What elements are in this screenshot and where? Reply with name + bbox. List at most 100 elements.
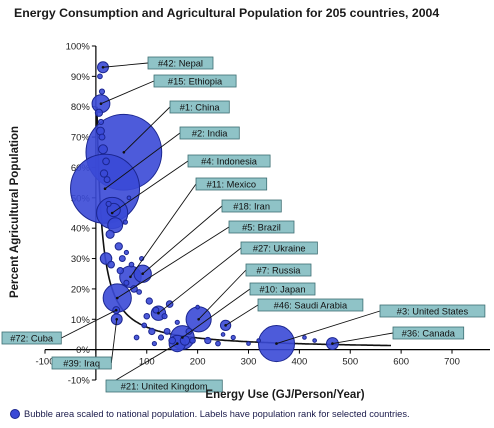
bubble <box>97 118 105 125</box>
leader-line <box>105 343 178 387</box>
bubble <box>107 217 124 234</box>
y-axis-label: Percent Agricultural Population <box>9 126 21 298</box>
bubble <box>94 108 104 117</box>
leader-dot <box>331 342 334 345</box>
country-label: #21: United Kingdom <box>121 381 208 391</box>
leader-dot <box>110 211 114 215</box>
x-tick-label: 200 <box>190 357 206 368</box>
bubble <box>246 341 251 346</box>
y-tick-label: 80% <box>71 102 91 113</box>
bubble <box>145 297 153 305</box>
bubble <box>118 255 126 263</box>
country-label: #72: Cuba <box>10 333 54 343</box>
y-tick-label: 30% <box>71 254 91 265</box>
country-label-box <box>105 379 223 393</box>
leader-line <box>61 309 117 339</box>
leader-line <box>100 80 155 105</box>
leader-dot <box>275 342 278 345</box>
country-label-box <box>169 100 230 114</box>
bubble <box>97 73 103 80</box>
leader-line <box>276 310 381 344</box>
country-label: #2: India <box>192 128 228 138</box>
leader-line <box>130 183 197 278</box>
bubble <box>148 327 156 336</box>
country-label-box <box>195 177 268 191</box>
country-label-box <box>228 220 295 234</box>
bubble <box>102 157 110 166</box>
country-label: #18: Iran <box>233 201 270 211</box>
country-label-box <box>392 326 465 340</box>
legend-note: Bubble area scaled to national populatio… <box>10 409 410 419</box>
bubble <box>105 200 112 207</box>
bubble <box>116 267 124 275</box>
country-label: #27: Ukraine <box>253 243 306 253</box>
bubble <box>98 144 108 155</box>
y-tick-label: 10% <box>71 315 91 326</box>
leader-dot <box>181 336 184 339</box>
country-label: #4: Indonesia <box>201 156 258 166</box>
bubble <box>157 334 165 341</box>
country-label: #1: China <box>180 102 221 112</box>
country-label-box <box>147 56 214 70</box>
leader-lines <box>61 62 394 387</box>
bubble <box>163 327 171 335</box>
bubble <box>105 229 115 239</box>
bubble <box>220 332 226 337</box>
country-label: #3: United States <box>397 306 469 316</box>
bubble <box>195 304 200 310</box>
leader-line <box>182 288 251 338</box>
bubble <box>133 334 140 341</box>
bubble <box>126 195 132 201</box>
country-label-box <box>245 263 312 277</box>
country-label: #5: Brazil <box>242 222 281 232</box>
bubble <box>143 312 151 320</box>
country-label-box <box>221 199 282 213</box>
bubble <box>302 335 307 340</box>
country-label-box <box>240 241 318 255</box>
leader-dot <box>101 65 105 69</box>
y-tick-label: 40% <box>71 224 91 235</box>
leader-dot <box>115 296 119 300</box>
bubble <box>204 336 212 345</box>
x-axis-label: Energy Use (GJ/Person/Year) <box>205 389 364 401</box>
country-label: #10: Japan <box>259 284 305 294</box>
leader-line <box>110 319 118 364</box>
bubble <box>312 338 317 343</box>
leader-line <box>142 205 223 275</box>
bubble <box>106 202 121 218</box>
legend-note-text: Bubble area scaled to national populatio… <box>24 409 410 419</box>
country-label-box <box>153 74 237 88</box>
bubble <box>114 242 123 251</box>
y-tick-label: 100% <box>66 42 91 53</box>
country-label-box <box>179 126 240 140</box>
bubble <box>136 289 142 295</box>
bubble <box>98 88 106 95</box>
leader-line <box>158 247 242 314</box>
bubble-legend-icon <box>10 409 20 419</box>
y-tick-label: -10% <box>68 376 91 387</box>
bubble <box>96 126 105 136</box>
leader-dot <box>115 317 119 321</box>
country-label: #39: Iraq <box>63 358 100 368</box>
leader-dot <box>157 311 160 315</box>
leader-dot <box>99 102 103 105</box>
country-labels: #42: Nepal #15: Ethiopia #1: China #2: Indi… <box>1 56 486 393</box>
leader-dot <box>129 275 132 279</box>
x-tick-label: 500 <box>342 357 358 368</box>
bubble <box>107 260 115 269</box>
country-label: #7: Russia <box>257 265 302 275</box>
bubble <box>189 337 196 344</box>
leader-dot <box>197 317 200 321</box>
country-label-box <box>249 282 316 296</box>
leader-line <box>102 62 149 68</box>
bubble <box>151 340 157 347</box>
leader-line <box>225 304 259 326</box>
bubble <box>98 133 106 141</box>
x-tick-label: 400 <box>291 357 307 368</box>
x-tick-label: 600 <box>393 357 409 368</box>
y-tick-label: 0% <box>76 345 90 356</box>
country-label: #11: Mexico <box>207 179 256 189</box>
leader-line <box>332 332 394 345</box>
leader-dot <box>175 342 179 345</box>
